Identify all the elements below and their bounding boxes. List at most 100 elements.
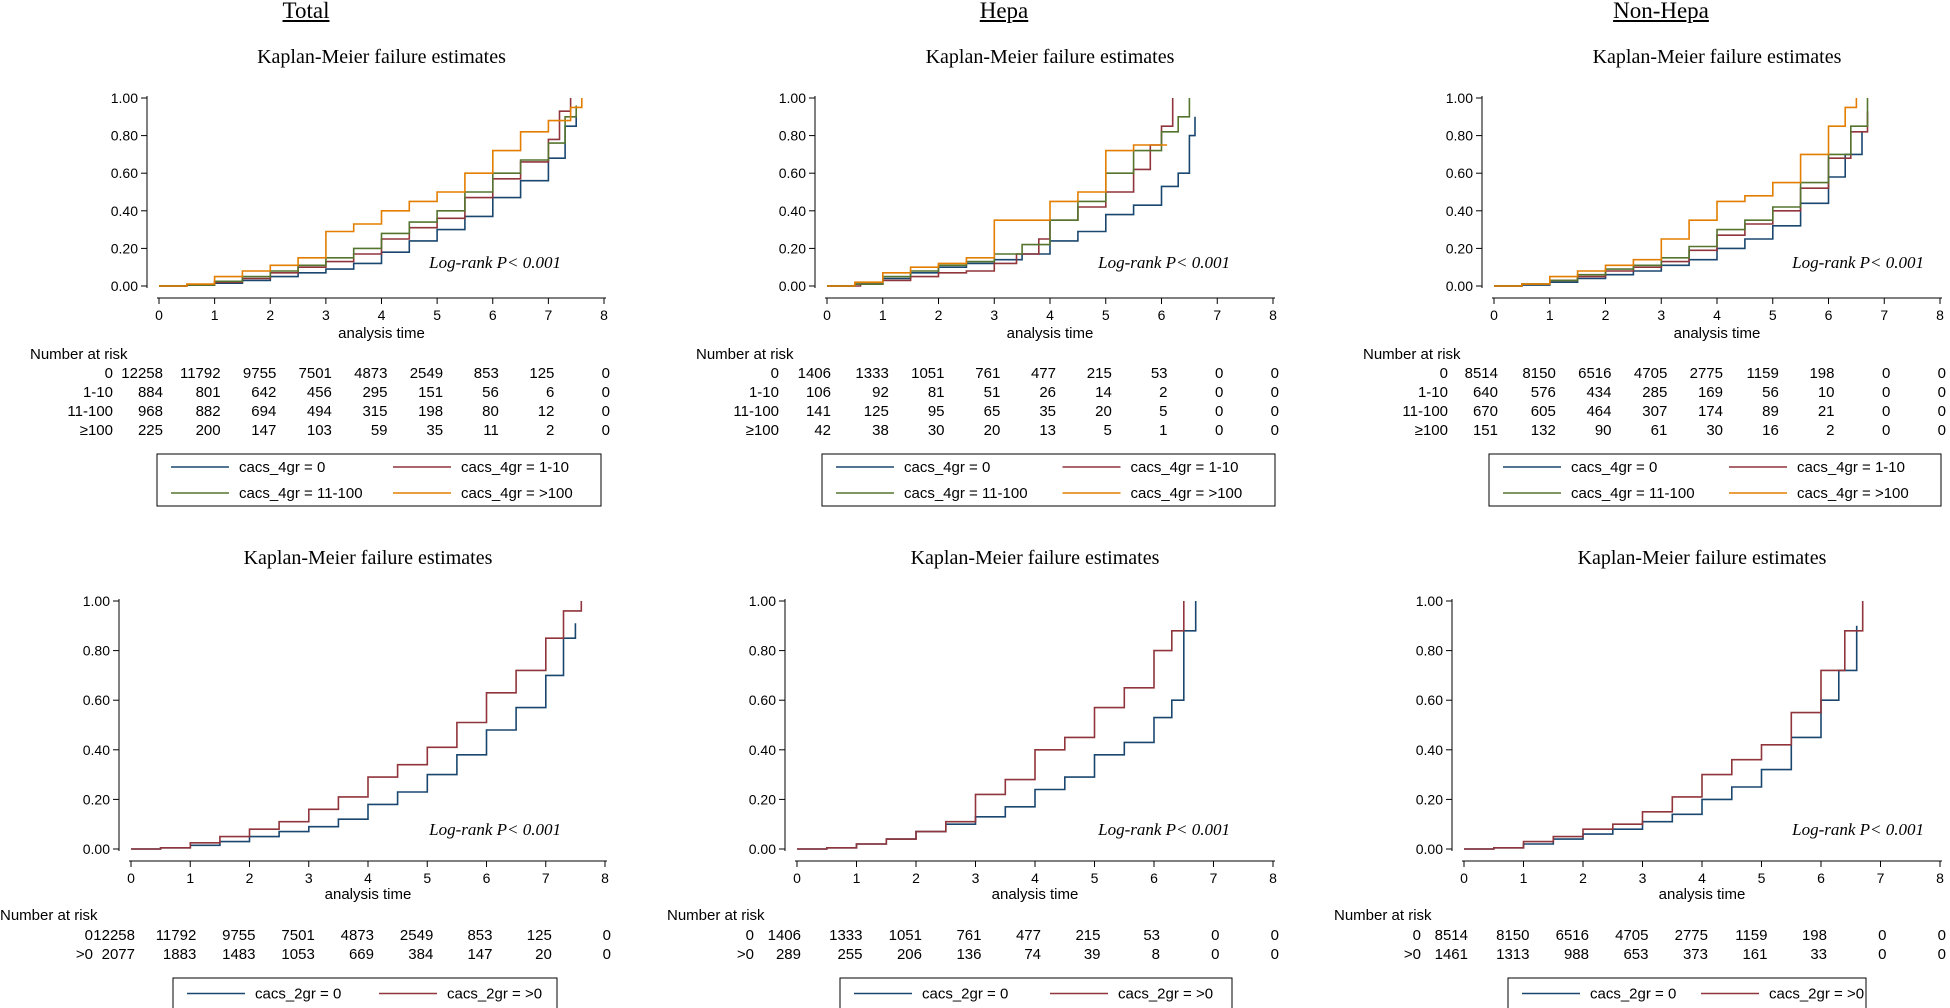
y-tick-label: 0.80 [749, 643, 776, 659]
risk-value: 106 [806, 384, 831, 401]
risk-value: 147 [251, 422, 276, 439]
risk-value: 225 [138, 422, 163, 439]
risk-value: 0 [602, 403, 610, 420]
log-rank-annotation: Log-rank P< 0.001 [428, 253, 561, 272]
x-tick-label: 7 [1213, 307, 1221, 323]
y-tick-label: 1.00 [111, 90, 138, 106]
risk-value: 1333 [829, 927, 862, 944]
risk-value: 0 [603, 927, 611, 944]
risk-value: 20 [984, 422, 1001, 439]
risk-value: 198 [418, 403, 443, 420]
risk-value: 13 [1039, 422, 1056, 439]
risk-value: 206 [897, 946, 922, 963]
x-tick-label: 3 [305, 870, 313, 886]
risk-value: 295 [362, 384, 387, 401]
x-tick-label: 1 [186, 870, 194, 886]
risk-value: 103 [307, 422, 332, 439]
legend-label: cacs_4gr = 11-100 [239, 485, 363, 502]
risk-row-label: 1-10 [83, 384, 113, 401]
risk-value: 132 [1531, 422, 1556, 439]
risk-value: 2549 [400, 927, 433, 944]
risk-value: 2775 [1675, 927, 1708, 944]
y-tick-label: 0.80 [1446, 128, 1473, 144]
risk-value: 4705 [1615, 927, 1648, 944]
risk-value: 125 [527, 927, 552, 944]
x-tick-label: 3 [322, 307, 330, 323]
risk-value: 1333 [855, 365, 888, 382]
risk-value: 8150 [1496, 927, 1529, 944]
risk-value: 0 [1271, 403, 1279, 420]
risk-value: 92 [872, 384, 889, 401]
x-tick-label: 0 [793, 870, 801, 886]
risk-value: 477 [1016, 927, 1041, 944]
y-tick-label: 0.20 [83, 791, 110, 807]
x-tick-label: 6 [489, 307, 497, 323]
risk-value: 174 [1698, 403, 1723, 420]
x-tick-label: 4 [364, 870, 372, 886]
legend-label: cacs_4gr = 0 [1571, 459, 1657, 476]
x-tick-label: 8 [601, 870, 609, 886]
legend-label: cacs_4gr = >100 [1797, 485, 1909, 502]
x-axis-label: analysis time [338, 325, 425, 342]
legend-label: cacs_4gr = 11-100 [1571, 485, 1695, 502]
risk-value: 1051 [911, 365, 944, 382]
y-tick-label: 0.20 [779, 240, 806, 256]
risk-value: 39 [1084, 946, 1101, 963]
risk-table-title: Number at risk [0, 907, 98, 924]
risk-value: 315 [362, 403, 387, 420]
y-tick-label: 0.00 [779, 278, 806, 294]
risk-value: 307 [1642, 403, 1667, 420]
x-tick-label: 3 [1639, 870, 1647, 886]
x-tick-label: 5 [1091, 870, 1099, 886]
y-tick-label: 0.00 [111, 278, 138, 294]
risk-value: 7501 [299, 365, 332, 382]
risk-value: 477 [1031, 365, 1056, 382]
panel-title: Kaplan-Meier failure estimates [1593, 46, 1842, 68]
risk-value: 988 [1564, 946, 1589, 963]
risk-value: 653 [1623, 946, 1648, 963]
risk-value: 1406 [798, 365, 831, 382]
risk-value: 2077 [102, 946, 135, 963]
km-panel-total-2gr: Kaplan-Meier failure estimates 0.00 0.20 0.… [0, 547, 611, 1008]
risk-value: 434 [1586, 384, 1611, 401]
legend-label: cacs_4gr = 0 [904, 459, 990, 476]
risk-value: 0 [1215, 403, 1223, 420]
risk-value: 30 [928, 422, 945, 439]
km-panel-hepa-4gr: Kaplan-Meier failure estimates 0.00 0.20 0.… [696, 46, 1279, 507]
risk-value: 5 [1103, 422, 1111, 439]
risk-row-label: 0 [771, 365, 779, 382]
risk-value: 0 [1271, 422, 1279, 439]
risk-value: 576 [1531, 384, 1556, 401]
x-tick-label: 5 [1758, 870, 1766, 886]
risk-value: 151 [1473, 422, 1498, 439]
risk-value: 0 [1938, 403, 1946, 420]
x-tick-label: 7 [1880, 307, 1888, 323]
legend-label: cacs_4gr = 1-10 [1797, 459, 1905, 476]
x-tick-label: 2 [246, 870, 254, 886]
risk-value: 125 [864, 403, 889, 420]
x-tick-label: 4 [1698, 870, 1706, 886]
risk-value: 125 [529, 365, 554, 382]
risk-value: 0 [1882, 422, 1890, 439]
risk-row-label: 11-100 [67, 403, 113, 420]
risk-value: 59 [371, 422, 388, 439]
y-tick-label: 0.60 [111, 165, 138, 181]
km-panel-nonhepa-2gr: Kaplan-Meier failure estimates 0.00 0.20 0.… [1334, 547, 1946, 1008]
x-tick-label: 0 [1460, 870, 1468, 886]
y-tick-label: 1.00 [779, 90, 806, 106]
x-tick-label: 8 [1936, 307, 1944, 323]
risk-table-title: Number at risk [30, 346, 128, 363]
legend-label: cacs_4gr = 11-100 [904, 485, 1028, 502]
legend-label: cacs_4gr = 1-10 [461, 459, 569, 476]
risk-row-label: ≥100 [1415, 422, 1448, 439]
risk-value: 494 [307, 403, 332, 420]
y-tick-label: 0.40 [1416, 742, 1443, 758]
y-tick-label: 0.80 [111, 128, 138, 144]
risk-value: 669 [349, 946, 374, 963]
risk-value: 35 [1039, 403, 1056, 420]
x-tick-label: 2 [912, 870, 920, 886]
risk-value: 80 [482, 403, 499, 420]
risk-value: 20 [1095, 403, 1112, 420]
km-curve-0 [1464, 625, 1858, 850]
risk-value: 464 [1586, 403, 1611, 420]
